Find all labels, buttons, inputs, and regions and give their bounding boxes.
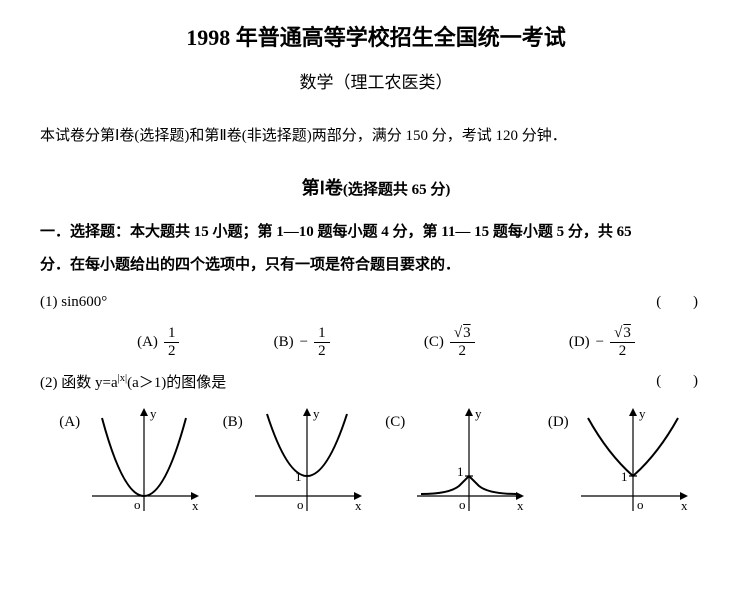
svg-text:o: o: [134, 497, 141, 512]
q2-graphs: (A) y x o (B) 1 y: [40, 406, 712, 521]
section-prefix: 第Ⅰ卷: [302, 178, 343, 198]
opt-label: (C): [424, 334, 444, 351]
instructions: 一．选择题：本大题共 15 小题；第 1—10 题每小题 4 分，第 11— 1…: [40, 216, 712, 282]
q1-paren: ( ): [656, 294, 712, 311]
graph-label-b: (B): [223, 414, 243, 431]
neg-sign: −: [300, 334, 308, 351]
svg-text:o: o: [297, 497, 304, 512]
q1-line: (1) sin600° ( ): [40, 294, 712, 311]
opt-label: (A): [137, 334, 158, 351]
graph-label-c: (C): [385, 414, 405, 431]
q2-line: (2) 函数 y=a|x|(a＞1)的图像是 ( ): [40, 371, 712, 392]
fraction: 1 2: [164, 325, 180, 359]
svg-text:o: o: [459, 497, 466, 512]
graph-c-svg: 1 y x o: [409, 406, 529, 521]
q2-graph-a: (A) y x o: [59, 406, 204, 521]
opt-label: (B): [274, 334, 294, 351]
section-suffix: (选择题共 65 分): [343, 182, 451, 198]
page-subtitle: 数学（理工农医类）: [40, 68, 712, 93]
q2-graph-d: (D) 1 y x o: [548, 406, 693, 521]
graph-label-d: (D): [548, 414, 569, 431]
svg-text:1: 1: [621, 469, 628, 484]
svg-text:y: y: [639, 406, 646, 421]
instructions-line1: 一．选择题：本大题共 15 小题；第 1—10 题每小题 4 分，第 11— 1…: [40, 216, 712, 249]
q1-options: (A) 1 2 (B) − 1 2 (C) √3 2 (D) − √3: [40, 325, 712, 359]
svg-text:y: y: [150, 406, 157, 421]
graph-d-svg: 1 y x o: [573, 406, 693, 521]
question-2: (2) 函数 y=a|x|(a＞1)的图像是 ( ) (A) y x o (B): [40, 371, 712, 521]
fraction: 1 2: [314, 325, 330, 359]
svg-text:x: x: [517, 498, 524, 513]
svg-text:o: o: [637, 497, 644, 512]
instructions-line2: 分．在每小题给出的四个选项中，只有一项是符合题目要求的．: [40, 249, 712, 282]
svg-text:x: x: [192, 498, 199, 513]
question-1: (1) sin600° ( ) (A) 1 2 (B) − 1 2 (C) √3…: [40, 294, 712, 359]
opt-label: (D): [569, 334, 590, 351]
svg-text:x: x: [681, 498, 688, 513]
q1-option-b: (B) − 1 2: [274, 325, 330, 359]
svg-text:x: x: [355, 498, 362, 513]
title-text: 1998 年普通高等学校招生全国统一考试: [186, 25, 566, 50]
q2-graph-c: (C) 1 y x o: [385, 406, 529, 521]
svg-text:1: 1: [457, 464, 464, 479]
q1-option-c: (C) √3 2: [424, 325, 475, 359]
graph-b-svg: 1 y x o: [247, 406, 367, 521]
intro-text: 本试卷分第Ⅰ卷(选择题)和第Ⅱ卷(非选择题)两部分，满分 150 分，考试 12…: [40, 123, 712, 150]
q1-option-d: (D) − √3 2: [569, 325, 635, 359]
subtitle-text: 数学（理工农医类）: [300, 73, 453, 92]
fraction: √3 2: [450, 325, 475, 359]
q2-graph-b: (B) 1 y x o: [223, 406, 367, 521]
fraction: √3 2: [610, 325, 635, 359]
graph-a-svg: y x o: [84, 406, 204, 521]
graph-label-a: (A): [59, 414, 80, 431]
section-header: 第Ⅰ卷(选择题共 65 分): [40, 174, 712, 200]
q1-option-a: (A) 1 2: [137, 325, 179, 359]
page-title: 1998 年普通高等学校招生全国统一考试: [40, 20, 712, 52]
q2-label: (2) 函数 y=a|x|(a＞1)的图像是: [40, 371, 226, 392]
q2-paren: ( ): [656, 373, 712, 390]
svg-text:1: 1: [295, 469, 302, 484]
svg-text:y: y: [475, 406, 482, 421]
q1-label: (1) sin600°: [40, 294, 107, 311]
neg-sign: −: [596, 334, 604, 351]
svg-text:y: y: [313, 406, 320, 421]
